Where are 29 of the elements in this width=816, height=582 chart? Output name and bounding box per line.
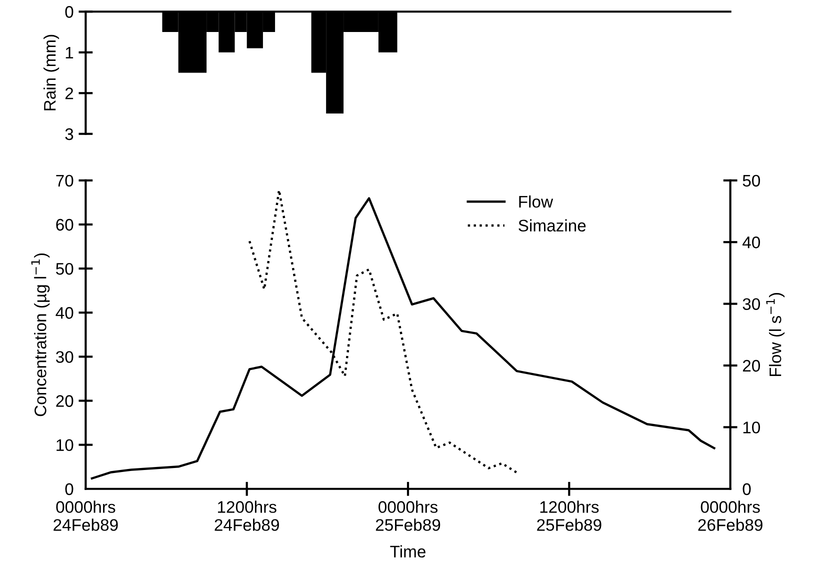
x-tick-label: 0000hrs 25Feb89 (376, 500, 440, 531)
x-tick-label: 0000hrs 24Feb89 (54, 500, 118, 531)
y-tick-label: 50 (56, 262, 74, 275)
y-tick-label: 70 (56, 174, 74, 187)
y-axis-title: Rain (mm) (44, 34, 60, 110)
legend-label: Flow (519, 195, 554, 208)
y-tick-label: 30 (56, 351, 74, 363)
y-tick-label: 10 (56, 439, 74, 452)
y2-tick-label: 10 (743, 422, 760, 434)
x-tick-label: 1200hrs 25Feb89 (537, 500, 602, 531)
y-tick-label: 3 (65, 128, 74, 140)
y-tick-label: 20 (56, 395, 74, 407)
legend-label: Simazine (518, 219, 586, 232)
y-tick-label: 0 (65, 483, 74, 496)
x-tick-label: 0000hrs 26Feb89 (698, 500, 762, 531)
y2-tick-label: 30 (742, 298, 760, 310)
y-tick-label: 0 (65, 6, 74, 18)
y2-tick-label: 20 (742, 360, 760, 372)
y2-tick-label: 50 (742, 174, 760, 187)
y-tick-label: 60 (56, 218, 74, 231)
y-tick-label: 2 (65, 88, 74, 100)
y2-axis-title: Flow (l s$^{−1}$) (766, 293, 785, 376)
y-tick-label: 1 (66, 46, 74, 58)
y-axis-title: Concentration (µg l$^{−1}$) (31, 254, 50, 416)
x-tick-label: 1200hrs 24Feb89 (214, 500, 279, 531)
y-tick-label: 40 (56, 307, 74, 319)
y2-tick-label: 40 (742, 236, 760, 248)
x-axis-title: Time (390, 545, 426, 558)
y2-tick-label: 0 (742, 483, 751, 496)
